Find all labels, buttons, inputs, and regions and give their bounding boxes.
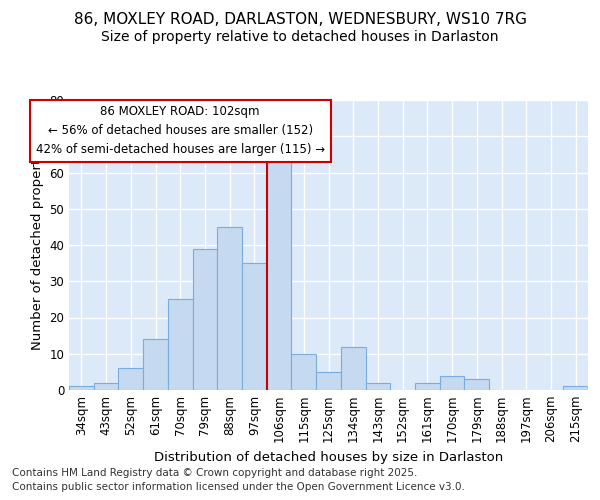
Text: 86, MOXLEY ROAD, DARLASTON, WEDNESBURY, WS10 7RG: 86, MOXLEY ROAD, DARLASTON, WEDNESBURY, …	[74, 12, 527, 28]
X-axis label: Distribution of detached houses by size in Darlaston: Distribution of detached houses by size …	[154, 451, 503, 464]
Bar	[341, 346, 365, 390]
Bar	[193, 248, 217, 390]
Bar	[365, 383, 390, 390]
Bar	[440, 376, 464, 390]
Bar	[242, 263, 267, 390]
Y-axis label: Number of detached properties: Number of detached properties	[31, 140, 44, 350]
Text: Contains public sector information licensed under the Open Government Licence v3: Contains public sector information licen…	[12, 482, 465, 492]
Bar	[69, 386, 94, 390]
Bar	[143, 339, 168, 390]
Bar	[563, 386, 588, 390]
Bar	[118, 368, 143, 390]
Text: Contains HM Land Registry data © Crown copyright and database right 2025.: Contains HM Land Registry data © Crown c…	[12, 468, 418, 477]
Text: 86 MOXLEY ROAD: 102sqm
← 56% of detached houses are smaller (152)
42% of semi-de: 86 MOXLEY ROAD: 102sqm ← 56% of detached…	[35, 106, 325, 156]
Bar	[267, 151, 292, 390]
Bar	[316, 372, 341, 390]
Bar	[217, 227, 242, 390]
Bar	[94, 383, 118, 390]
Text: Size of property relative to detached houses in Darlaston: Size of property relative to detached ho…	[101, 30, 499, 44]
Bar	[464, 379, 489, 390]
Bar	[168, 300, 193, 390]
Bar	[415, 383, 440, 390]
Bar	[292, 354, 316, 390]
